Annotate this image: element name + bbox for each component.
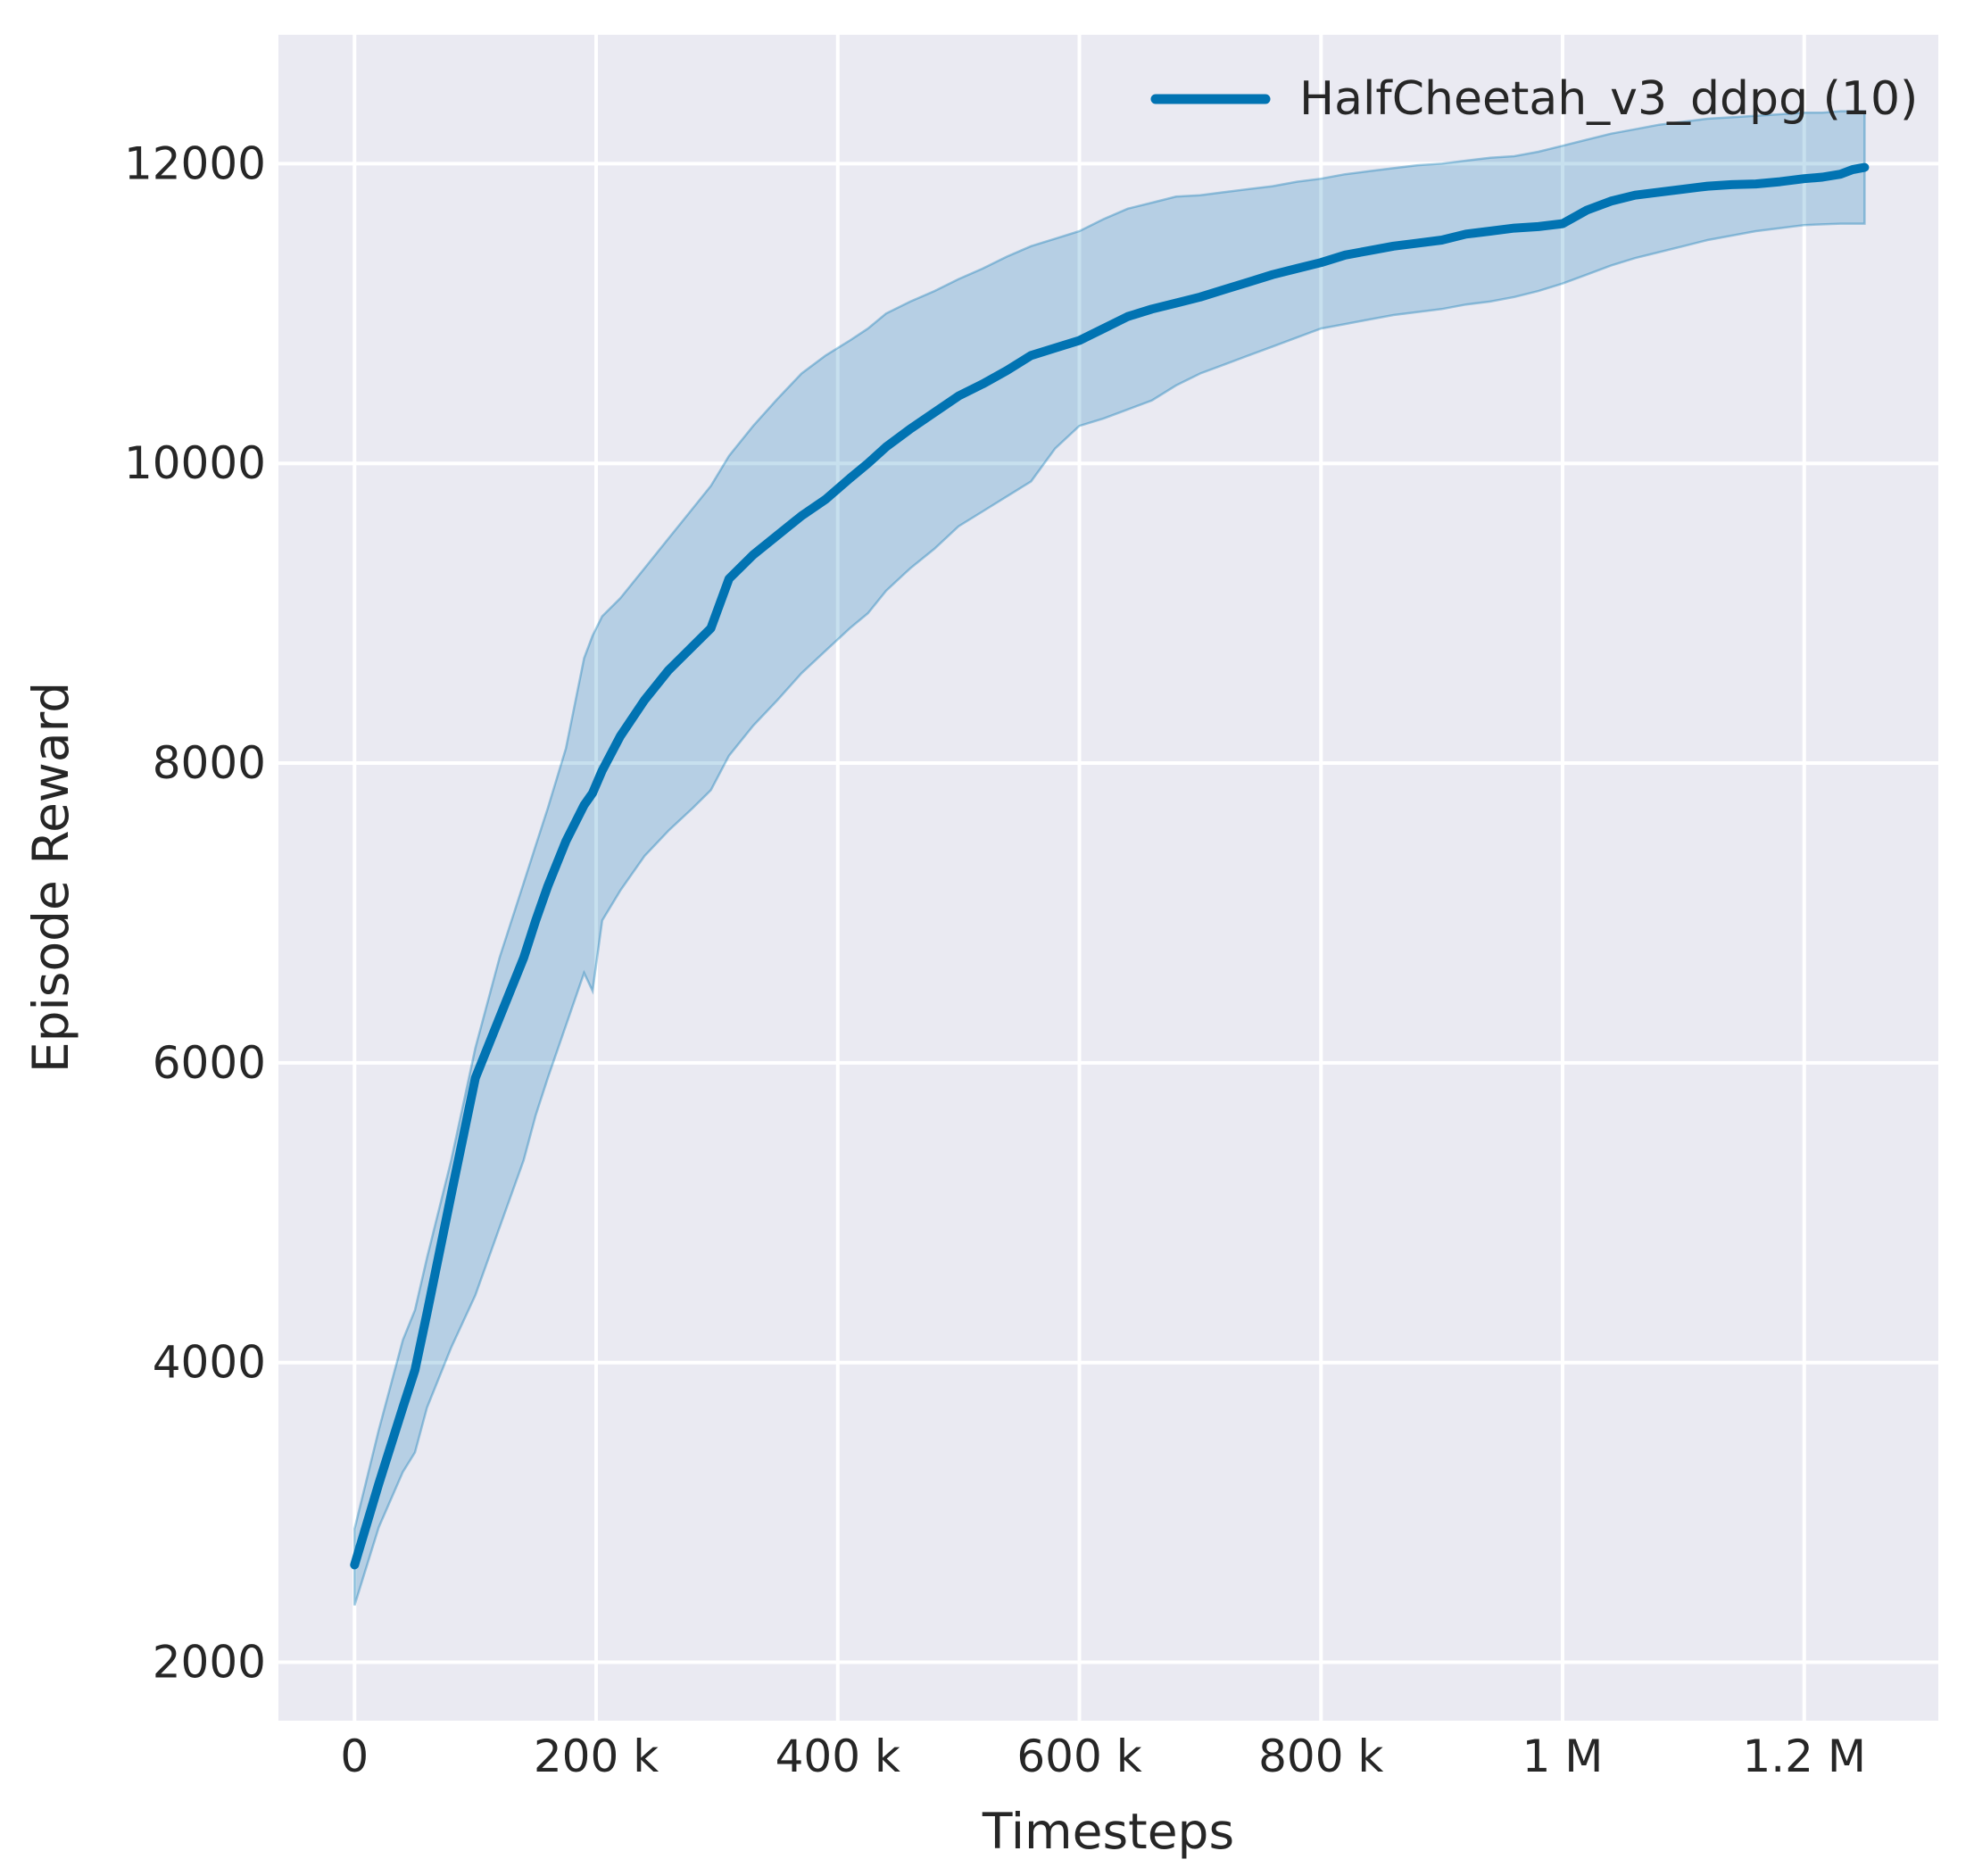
- x-tick-label: 0: [340, 1731, 369, 1782]
- mean-reward-line: [350, 162, 1870, 1570]
- x-axis-ticks: 0 200 k 400 k 600 k 800 k 1 M 1.2 M: [340, 1731, 1866, 1782]
- x-tick-label: 1 M: [1522, 1731, 1604, 1782]
- legend-entry-label: HalfCheetah_v3_ddpg (10): [1299, 72, 1918, 126]
- legend: HalfCheetah_v3_ddpg (10): [1150, 72, 1918, 126]
- x-axis-label: Timesteps: [982, 1803, 1234, 1860]
- y-tick-label: 2000: [153, 1637, 266, 1689]
- x-tick-label: 1.2 M: [1742, 1731, 1866, 1782]
- y-axis-label: Episode Reward: [22, 682, 79, 1073]
- y-tick-label: 10000: [124, 437, 266, 489]
- y-tick-label: 8000: [153, 737, 266, 789]
- y-tick-label: 4000: [153, 1337, 266, 1389]
- gridlines: [278, 35, 1938, 1721]
- y-tick-label: 12000: [124, 137, 266, 189]
- x-tick-label: 800 k: [1258, 1731, 1383, 1782]
- x-tick-label: 600 k: [1016, 1731, 1141, 1782]
- x-tick-label: 200 k: [534, 1731, 659, 1782]
- confidence-band: [353, 110, 1866, 1606]
- x-tick-label: 400 k: [776, 1731, 900, 1782]
- y-axis-ticks: 2000 4000 6000 8000 10000 12000: [124, 137, 266, 1688]
- y-tick-label: 6000: [153, 1037, 266, 1089]
